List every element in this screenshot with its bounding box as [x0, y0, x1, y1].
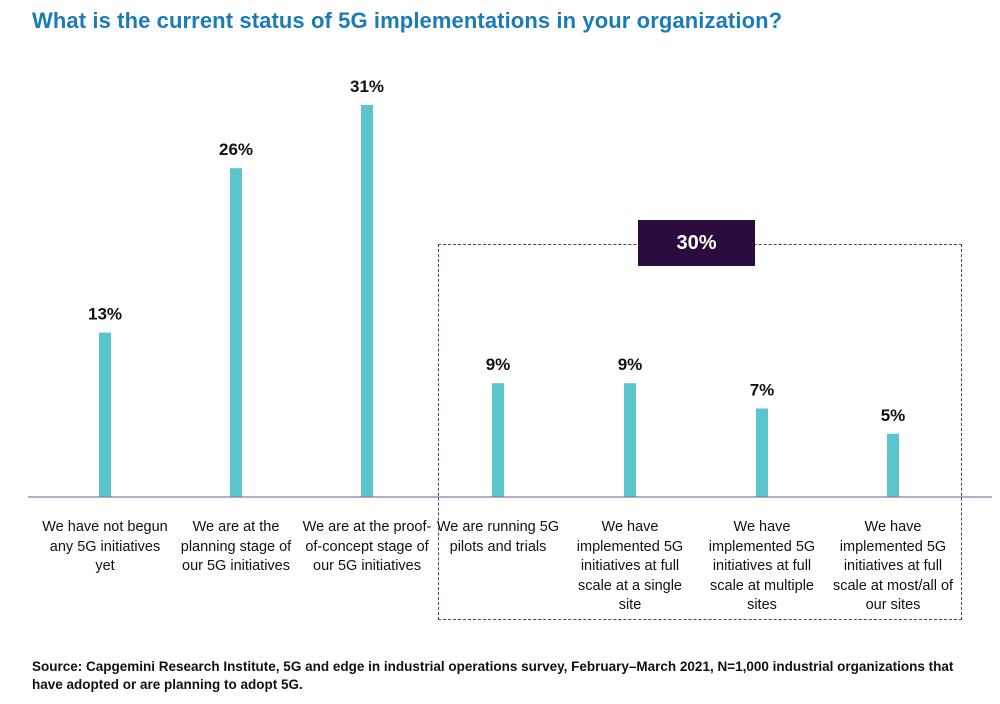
bar-6 — [756, 408, 768, 497]
value-labels-group: 13% 26% 31% 9% 9% 7% 5% — [88, 77, 905, 425]
source-note: Source: Capgemini Research Institute, 5G… — [32, 659, 954, 692]
category-label-2: We are at the planning stage of our 5G i… — [180, 519, 292, 574]
chart-title: What is the current status of 5G impleme… — [32, 8, 783, 33]
bars-group — [99, 105, 899, 497]
value-label-3: 31% — [350, 77, 384, 96]
category-label-6: We have implemented 5G initiatives at fu… — [708, 519, 816, 613]
category-label-3: We are at the proof-of-concept stage of … — [302, 519, 432, 574]
value-label-6: 7% — [750, 380, 775, 399]
category-label-4: We are running 5G pilots and trials — [436, 519, 560, 555]
category-label-1: We have not begun any 5G initiatives yet — [42, 519, 168, 574]
bar-5 — [624, 383, 636, 497]
bar-3 — [361, 105, 373, 497]
bar-2 — [230, 168, 242, 497]
bar-7 — [887, 433, 899, 497]
bar-4 — [492, 383, 504, 497]
bar-1 — [99, 332, 111, 497]
value-label-7: 5% — [881, 406, 906, 425]
category-label-5: We have implemented 5G initiatives at fu… — [576, 519, 684, 613]
group-total-badge: 30% — [638, 220, 755, 266]
value-label-5: 9% — [618, 355, 643, 374]
value-label-1: 13% — [88, 305, 122, 324]
value-label-4: 9% — [486, 355, 511, 374]
category-label-7: We have implemented 5G initiatives at fu… — [832, 519, 954, 613]
value-label-2: 26% — [219, 140, 253, 159]
